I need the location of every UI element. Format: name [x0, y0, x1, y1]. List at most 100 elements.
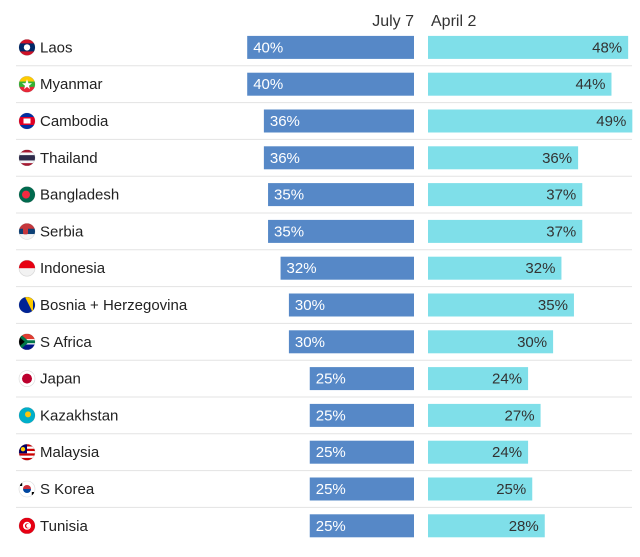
serbia-flag-icon: [18, 223, 36, 240]
value-label-july-7: 40%: [253, 39, 283, 56]
value-label-july-7: 25%: [316, 518, 346, 535]
country-label: Indonesia: [40, 260, 106, 277]
value-label-july-7: 30%: [295, 297, 325, 314]
thailand-flag-icon: [18, 149, 36, 167]
south-korea-flag-icon: [18, 480, 36, 498]
country-label: Bangladesh: [40, 187, 119, 204]
myanmar-flag-icon: [18, 75, 36, 93]
bar-april-2: [428, 477, 533, 501]
bar-july-7: [309, 367, 414, 391]
bar-july-7: [288, 293, 414, 317]
bar-july-7: [247, 72, 414, 96]
indonesia-flag-icon: [18, 259, 36, 277]
bar-april-2: [428, 35, 629, 59]
value-label-july-7: 25%: [316, 407, 346, 424]
chart-row: S Africa 30% 30%: [16, 330, 632, 361]
chart-row: Serbia 35% 37%: [16, 219, 632, 251]
value-label-july-7: 35%: [274, 223, 304, 240]
bangladesh-flag-icon: [18, 186, 36, 203]
bar-july-7: [288, 330, 414, 354]
chart-row: Bangladesh 35% 37%: [16, 183, 632, 214]
bar-april-2: [428, 403, 541, 427]
value-label-april-2: 30%: [517, 334, 547, 351]
country-label: Laos: [40, 39, 73, 56]
value-label-july-7: 40%: [253, 76, 283, 93]
value-label-april-2: 36%: [542, 150, 572, 167]
value-label-july-7: 35%: [274, 187, 304, 204]
bar-july-7: [268, 183, 414, 207]
value-label-april-2: 37%: [546, 187, 576, 204]
chart-row: Tunisia 25% 28%: [18, 514, 545, 538]
value-label-april-2: 35%: [538, 297, 568, 314]
south-africa-flag-icon: [18, 333, 36, 351]
bar-april-2: [428, 440, 529, 464]
value-label-july-7: 36%: [270, 113, 300, 130]
bar-july-7: [309, 514, 414, 538]
bar-april-2: [428, 72, 612, 96]
value-label-july-7: 30%: [295, 334, 325, 351]
country-label: S Africa: [40, 334, 92, 351]
country-label: Bosnia + Herzegovina: [40, 297, 188, 314]
bar-july-7: [263, 109, 414, 133]
bar-april-2: [428, 256, 562, 280]
country-label: Malaysia: [40, 444, 100, 461]
value-label-april-2: 32%: [525, 260, 555, 277]
chart-row: Indonesia 32% 32%: [16, 256, 632, 288]
value-label-april-2: 25%: [496, 481, 526, 498]
value-label-april-2: 28%: [509, 518, 539, 535]
chart-row: Thailand 36% 36%: [16, 146, 632, 177]
bar-april-2: [428, 183, 583, 207]
value-label-july-7: 25%: [316, 481, 346, 498]
value-label-april-2: 24%: [492, 444, 522, 461]
country-label: Kazakhstan: [40, 407, 118, 424]
chart-row: S Korea 25% 25%: [16, 477, 632, 508]
value-label-april-2: 27%: [505, 407, 535, 424]
country-label: S Korea: [40, 481, 95, 498]
country-label: Japan: [40, 371, 81, 388]
country-label: Serbia: [40, 223, 84, 240]
chart-row: Cambodia 36% 49%: [16, 109, 633, 140]
bar-july-7: [309, 477, 414, 501]
bar-april-2: [428, 293, 574, 317]
bar-april-2: [428, 146, 579, 170]
bar-april-2: [428, 367, 529, 391]
country-label: Thailand: [40, 150, 98, 167]
bar-april-2: [428, 219, 583, 243]
value-label-april-2: 44%: [575, 76, 605, 93]
value-label-july-7: 25%: [316, 371, 346, 388]
bar-july-7: [309, 403, 414, 427]
tunisia-flag-icon: [18, 517, 36, 535]
bar-april-2: [428, 109, 633, 133]
value-label-april-2: 24%: [492, 371, 522, 388]
bar-july-7: [280, 256, 414, 280]
chart-row: Myanmar 40% 44%: [16, 72, 632, 104]
value-label-july-7: 25%: [316, 444, 346, 461]
malaysia-flag-icon: [18, 443, 36, 461]
value-label-july-7: 32%: [287, 260, 317, 277]
country-label: Tunisia: [40, 518, 88, 535]
bar-july-7: [263, 146, 414, 170]
series-header-july-7: July 7: [372, 13, 414, 30]
chart-row: Laos 40% 48%: [16, 35, 632, 67]
country-label: Cambodia: [40, 113, 109, 130]
chart-row: Kazakhstan 25% 27%: [16, 403, 632, 435]
laos-flag-icon: [18, 39, 36, 56]
bosnia-flag-icon: [18, 296, 36, 314]
country-label: Myanmar: [40, 76, 103, 93]
bar-july-7: [268, 219, 414, 243]
cambodia-flag-icon: [18, 112, 36, 130]
series-header-april-2: April 2: [431, 13, 476, 30]
japan-flag-icon: [18, 370, 36, 387]
bar-april-2: [428, 514, 545, 538]
kazakhstan-flag-icon: [18, 407, 36, 424]
bar-july-7: [247, 35, 414, 59]
chart-row: Bosnia + Herzegovina 30% 35%: [16, 293, 632, 324]
value-label-july-7: 36%: [270, 150, 300, 167]
value-label-april-2: 49%: [596, 113, 626, 130]
value-label-april-2: 48%: [592, 39, 622, 56]
chart-row: Japan 25% 24%: [16, 367, 632, 398]
bar-april-2: [428, 330, 554, 354]
bar-july-7: [309, 440, 414, 464]
value-label-april-2: 37%: [546, 223, 576, 240]
